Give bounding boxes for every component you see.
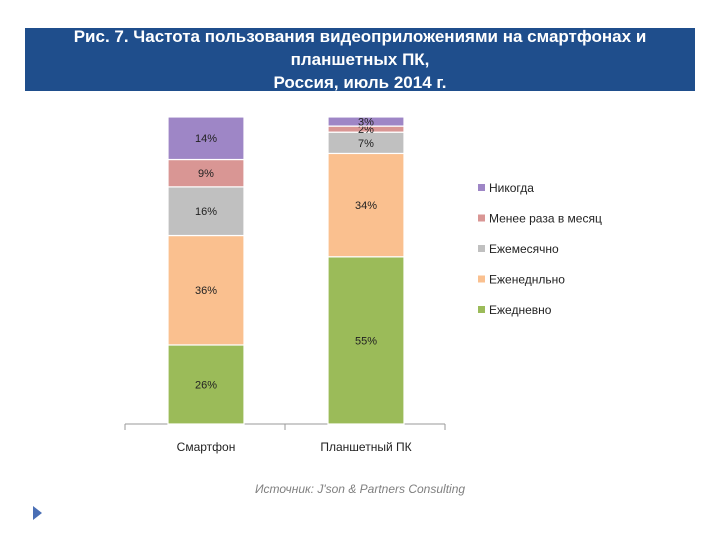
data-label-0-2: 16%	[195, 206, 217, 218]
chart-title-line-2: Россия, июль 2014 г.	[273, 73, 447, 92]
category-label-1: Планшетный ПК	[320, 440, 411, 454]
data-label-0-1: 36%	[195, 285, 217, 297]
bar-segment-0-0	[167, 344, 245, 425]
legend-swatch-0	[478, 184, 485, 191]
source-note: Источник: J'son & Partners Consulting	[254, 482, 466, 496]
data-label-1-3: 2%	[358, 124, 374, 136]
legend-swatch-2	[478, 245, 485, 252]
legend-label-2: Ежемесячно	[489, 242, 559, 256]
category-label-0: Смартфон	[177, 440, 236, 454]
legend-label-1: Менее раза в месяц	[489, 212, 602, 226]
legend-swatch-3	[478, 275, 485, 283]
bar-segment-1-1	[327, 152, 405, 258]
legend-label-0: Никогда	[489, 181, 534, 195]
legend-label-4: Ежедневно	[489, 303, 552, 317]
data-label-1-0: 55%	[355, 335, 377, 347]
bar-segment-1-0	[327, 256, 405, 425]
data-label-0-3: 9%	[198, 168, 214, 180]
chart-title-line-1: Рис. 7. Частота пользования видеоприложе…	[73, 27, 647, 69]
data-label-1-1: 34%	[355, 200, 377, 212]
legend-swatch-1	[478, 214, 485, 222]
chart-title: Рис. 7. Частота пользования видеоприложе…	[25, 27, 695, 92]
next-slide-arrow-icon[interactable]	[33, 506, 42, 520]
data-label-1-2: 7%	[358, 138, 374, 150]
data-label-1-4: 3%	[358, 117, 374, 129]
data-label-0-0: 26%	[195, 379, 217, 391]
legend-swatch-4	[478, 306, 485, 313]
bar-segment-0-4	[167, 116, 245, 161]
legend-label-3: Еженеднльно	[489, 273, 565, 287]
bar-segment-1-4	[327, 116, 405, 127]
data-label-0-4: 14%	[195, 133, 217, 145]
